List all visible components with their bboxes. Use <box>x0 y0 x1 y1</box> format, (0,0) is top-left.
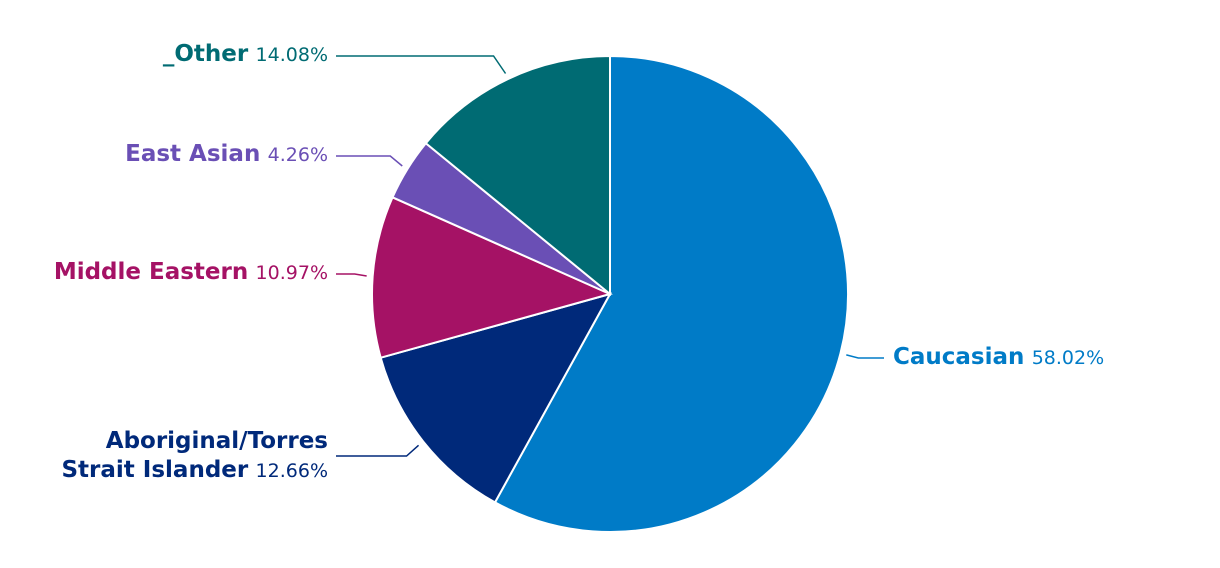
value-label: 10.97% <box>255 262 328 284</box>
value-label: 4.26% <box>267 144 328 166</box>
slice-label: Middle Eastern 10.97% <box>8 258 328 288</box>
value-label: 12.66% <box>255 460 328 482</box>
leader-line <box>846 354 884 359</box>
category-name: Aboriginal/Torres Strait Islander <box>61 428 328 483</box>
leader-line <box>336 155 403 167</box>
pie-slice <box>379 292 613 504</box>
category-name: Middle Eastern <box>53 259 249 285</box>
leader-line <box>336 444 420 457</box>
slice-label: _Other 14.08% <box>8 40 328 70</box>
slice-label: Caucasian 58.02% <box>893 343 1220 373</box>
category-name: East Asian <box>125 141 261 167</box>
pie-slice <box>371 195 613 359</box>
slice-label: East Asian 4.26% <box>8 140 328 170</box>
pie-slice <box>493 54 849 533</box>
value-label: 14.08% <box>255 44 328 66</box>
slice-label: Aboriginal/Torres Strait Islander 12.66% <box>38 427 328 486</box>
pie-slice <box>424 54 611 297</box>
leader-line <box>336 273 367 277</box>
value-label: 58.02% <box>1031 347 1105 369</box>
category-name: Caucasian <box>893 344 1025 370</box>
leader-line <box>336 55 507 74</box>
category-name: _Other <box>162 41 249 67</box>
